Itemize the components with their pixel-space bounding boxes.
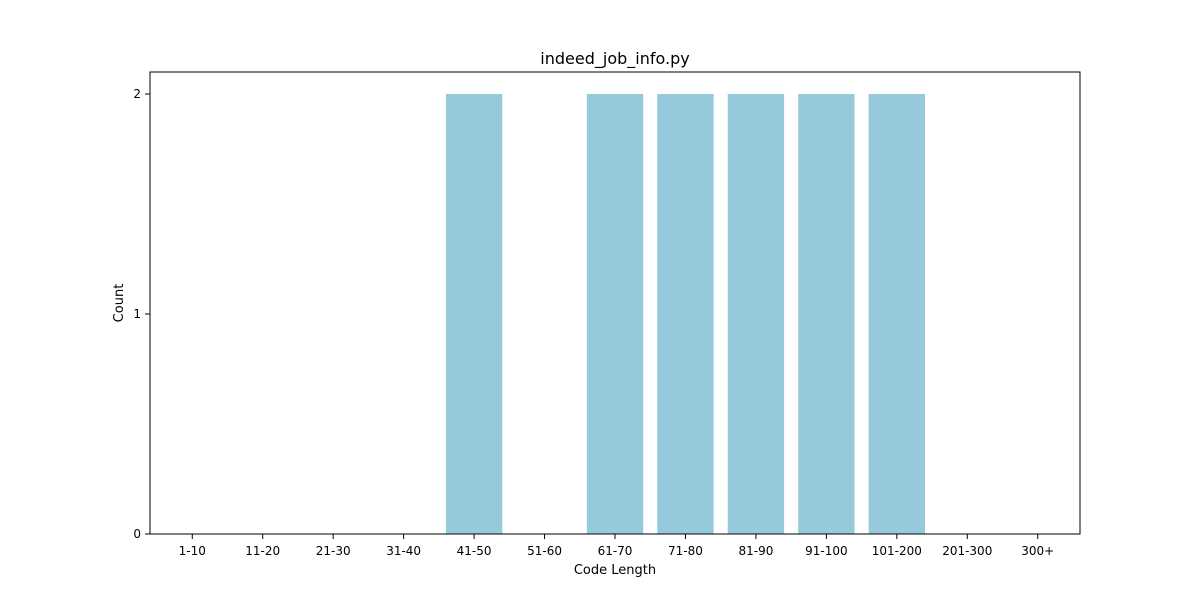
x-axis-label: Code Length bbox=[574, 563, 656, 578]
x-tick-label: 1-10 bbox=[179, 544, 206, 558]
bar-81-90 bbox=[727, 94, 785, 534]
x-tick-label: 21-30 bbox=[316, 544, 351, 558]
x-tick-label: 41-50 bbox=[457, 544, 492, 558]
x-tick-label: 31-40 bbox=[386, 544, 421, 558]
bar-61-70 bbox=[586, 94, 644, 534]
x-tick-label: 300+ bbox=[1021, 544, 1054, 558]
y-tick-label: 2 bbox=[133, 87, 141, 101]
y-tick-label: 0 bbox=[133, 527, 141, 541]
x-tick-label: 11-20 bbox=[245, 544, 280, 558]
y-axis: 0 1 2 bbox=[133, 87, 150, 541]
x-tick-label: 71-80 bbox=[668, 544, 703, 558]
bar-91-100 bbox=[798, 94, 855, 534]
x-tick-label: 101-200 bbox=[872, 544, 922, 558]
bar-41-50 bbox=[445, 94, 503, 534]
bars-layer bbox=[445, 94, 925, 534]
x-tick-label: 81-90 bbox=[738, 544, 773, 558]
x-tick-label: 201-300 bbox=[942, 544, 992, 558]
bar-71-80 bbox=[657, 94, 714, 534]
y-tick-label: 1 bbox=[133, 307, 141, 321]
x-axis: 1-10 11-20 21-30 31-40 41-50 51-60 61-70 71-80 8… bbox=[179, 534, 1054, 558]
x-tick-label: 91-100 bbox=[805, 544, 848, 558]
y-axis-label: Count bbox=[112, 284, 127, 323]
bar-101-200 bbox=[868, 94, 925, 534]
x-tick-label: 51-60 bbox=[527, 544, 562, 558]
x-tick-label: 61-70 bbox=[598, 544, 633, 558]
chart-title: indeed_job_info.py bbox=[540, 49, 689, 69]
